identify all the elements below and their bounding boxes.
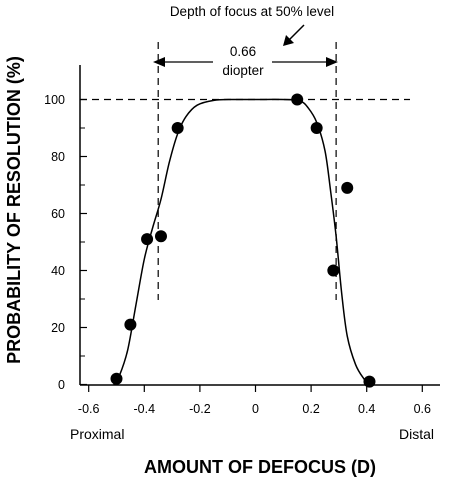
- fit-curve: [113, 98, 371, 386]
- data-point: [154, 230, 167, 243]
- data-point: [141, 233, 154, 246]
- data-points: [110, 93, 376, 388]
- x-tick-label: -0.4: [134, 402, 156, 416]
- proximal-label: Proximal: [70, 426, 124, 442]
- x-tick-label: 0.2: [302, 402, 319, 416]
- range-arrowhead-right: [326, 57, 338, 67]
- y-tick-label: 0: [58, 378, 65, 392]
- data-point: [310, 122, 323, 134]
- range-value-label: 0.66: [230, 44, 256, 59]
- x-tick-label: 0.4: [358, 402, 375, 416]
- range-unit-label: diopter: [222, 63, 264, 78]
- y-axis-title: PROBABILITY OF RESOLUTION (%): [4, 56, 24, 364]
- x-ticks: -0.6 -0.4 -0.2 0 0.2 0.4 0.6: [78, 385, 431, 416]
- depth-of-focus-annotation: Depth of focus at 50% level 0.66 diopter: [153, 4, 338, 78]
- depth-of-focus-label: Depth of focus at 50% level: [170, 4, 334, 19]
- x-axis-title: AMOUNT OF DEFOCUS (D): [144, 457, 376, 477]
- reference-lines: [80, 42, 410, 300]
- y-tick-label: 100: [44, 93, 65, 107]
- y-tick-label: 20: [51, 321, 65, 335]
- data-point: [124, 318, 137, 331]
- x-tick-label: -0.6: [78, 402, 100, 416]
- y-tick-label: 60: [51, 207, 65, 221]
- fit-curve-group: [113, 98, 371, 386]
- range-arrowhead-left: [153, 57, 165, 67]
- data-point: [327, 264, 340, 277]
- data-point: [341, 181, 354, 194]
- data-point: [110, 372, 123, 385]
- y-tick-label: 80: [51, 150, 65, 164]
- y-ticks: 0 20 40 60 80 100: [44, 93, 87, 392]
- distal-label: Distal: [399, 426, 434, 442]
- data-point: [171, 122, 184, 134]
- y-tick-label: 40: [51, 264, 65, 278]
- depth-of-focus-arrowhead: [283, 35, 294, 46]
- data-point: [363, 375, 376, 388]
- x-tick-label: 0.6: [414, 402, 431, 416]
- x-tick-label: 0: [252, 402, 259, 416]
- data-point: [291, 93, 304, 106]
- x-tick-label: -0.2: [189, 402, 211, 416]
- axes: [79, 65, 440, 386]
